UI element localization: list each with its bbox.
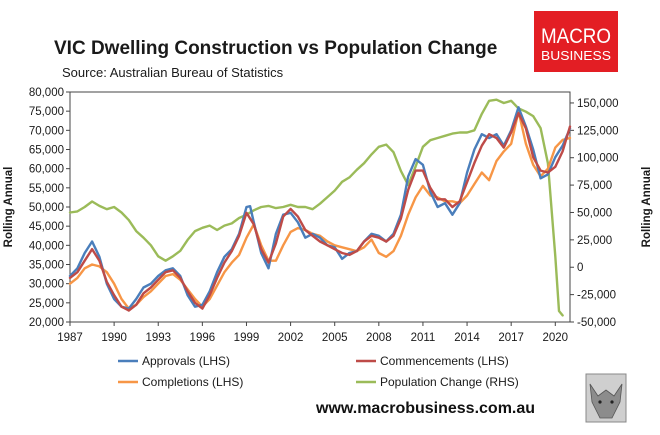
x-tick-label: 1996 xyxy=(190,332,216,344)
y-left-tick-label: 35,000 xyxy=(29,260,64,272)
y-axis-right: -50,000 -25,000 0 25,000 50,000 75,000 100,000… xyxy=(570,98,619,329)
y-right-tick-label: 100,000 xyxy=(577,153,619,165)
y-left-tick-label: 50,000 xyxy=(29,202,64,214)
x-tick-label: 1990 xyxy=(101,332,127,344)
y-left-tick-label: 60,000 xyxy=(29,164,64,176)
y-left-tick-label: 55,000 xyxy=(29,183,64,195)
y-right-tick-label: -50,000 xyxy=(577,317,616,329)
chart-subtitle: Source: Australian Bureau of Statistics xyxy=(62,65,284,80)
x-tick-label: 2008 xyxy=(366,332,392,344)
y-left-tick-label: 80,000 xyxy=(29,87,64,99)
y-right-tick-label: 50,000 xyxy=(577,207,612,219)
wolf-logo-icon xyxy=(585,373,627,423)
series-layer xyxy=(68,98,572,317)
logo-background xyxy=(534,11,618,72)
x-tick-label: 2011 xyxy=(411,332,436,344)
y-left-tick-label: 25,000 xyxy=(29,298,64,310)
logo-line1: MACRO xyxy=(541,25,611,48)
y-left-tick-label: 65,000 xyxy=(29,145,64,157)
macrobusiness-logo: MACRO BUSINESS xyxy=(534,11,618,72)
x-tick-label: 1993 xyxy=(145,332,171,344)
y-left-tick-label: 30,000 xyxy=(29,279,64,291)
chart-title: VIC Dwelling Construction vs Population … xyxy=(54,38,497,59)
legend-label-approvals: Approvals (LHS) xyxy=(142,354,230,368)
y-left-tick-label: 40,000 xyxy=(29,240,64,252)
y-axis-left: 20,000 25,000 30,000 35,000 40,000 45,000 50,0… xyxy=(29,87,70,329)
legend-label-commencements: Commencements (LHS) xyxy=(380,354,509,368)
x-tick-label: 1999 xyxy=(234,332,260,344)
x-tick-label: 2017 xyxy=(498,332,524,344)
logo-line2: BUSINESS xyxy=(541,48,611,63)
y-left-tick-label: 70,000 xyxy=(29,125,64,137)
y-axis-left-label: Rolling Annual xyxy=(3,167,15,248)
legend-label-population-change: Population Change (RHS) xyxy=(380,375,519,389)
series-line-approvals xyxy=(68,106,572,310)
y-right-tick-label: 0 xyxy=(577,262,583,274)
x-tick-label: 1987 xyxy=(57,332,83,344)
x-tick-label: 2002 xyxy=(278,332,304,344)
legend: Approvals (LHS) Commencements (LHS) Comple… xyxy=(118,354,519,389)
x-axis: 1987 1990 1993 1996 1999 2002 2005 2008 2011 2014… xyxy=(57,322,568,344)
y-right-tick-label: -25,000 xyxy=(577,290,616,302)
y-left-tick-label: 45,000 xyxy=(29,221,64,233)
x-tick-label: 2005 xyxy=(322,332,348,344)
legend-label-completions: Completions (LHS) xyxy=(142,375,243,389)
y-right-tick-label: 25,000 xyxy=(577,235,612,247)
y-right-tick-label: 150,000 xyxy=(577,98,619,110)
series-line-completions xyxy=(68,110,572,310)
series-line-commencements xyxy=(68,111,572,312)
x-tick-label: 2020 xyxy=(542,332,568,344)
y-left-tick-label: 20,000 xyxy=(29,317,64,329)
y-axis-right-label: Rolling Annual xyxy=(641,167,653,248)
y-right-tick-label: 125,000 xyxy=(577,125,619,137)
website-url: www.macrobusiness.com.au xyxy=(315,400,535,417)
x-tick-label: 2014 xyxy=(454,332,480,344)
y-right-tick-label: 75,000 xyxy=(577,180,612,192)
series-line-population-change xyxy=(68,98,564,317)
y-left-tick-label: 75,000 xyxy=(29,106,64,118)
